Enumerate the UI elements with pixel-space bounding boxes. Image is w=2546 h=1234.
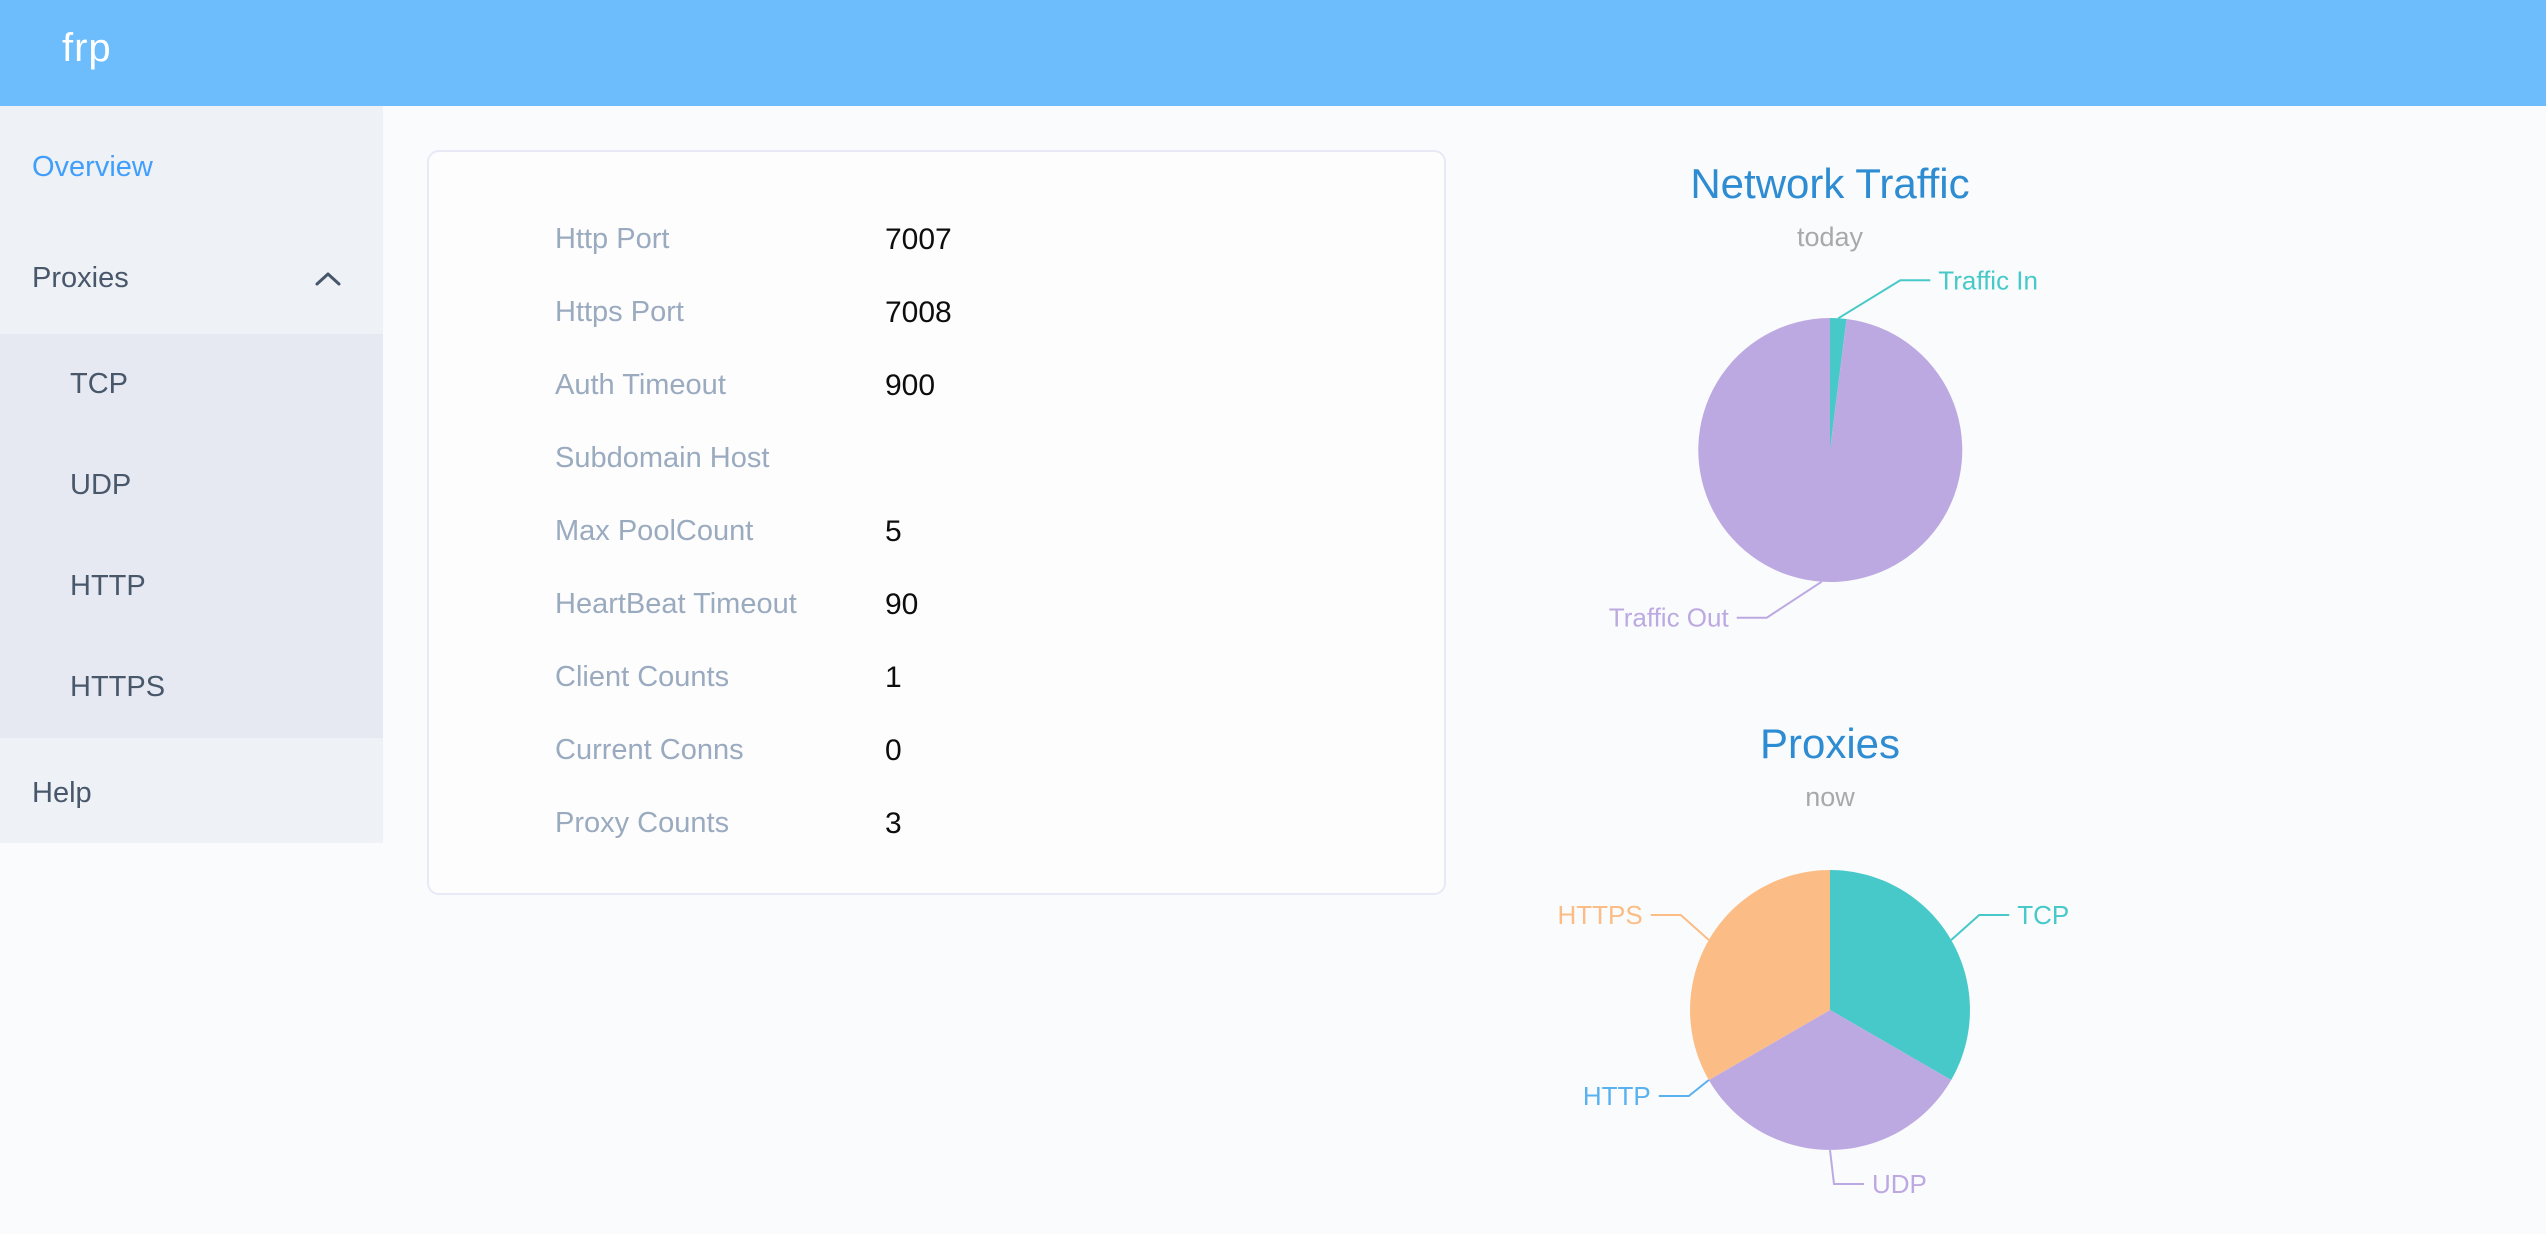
sidebar-item-label: Overview bbox=[32, 151, 153, 183]
sidebar-submenu-proxies: TCP UDP HTTP HTTPS bbox=[0, 334, 383, 738]
sidebar-item-label: Help bbox=[32, 777, 92, 809]
chevron-up-icon bbox=[315, 272, 341, 285]
info-row-value: 1 bbox=[885, 661, 902, 694]
info-row-auth-timeout: Auth Timeout 900 bbox=[429, 349, 1444, 422]
info-row-value: 900 bbox=[885, 369, 936, 402]
sidebar-item-proxies[interactable]: Proxies bbox=[0, 223, 383, 334]
pie-label-traffic-in: Traffic In bbox=[1938, 265, 2038, 295]
pie-slice-traffic-out[interactable] bbox=[1698, 318, 1963, 582]
info-row-label: Auth Timeout bbox=[555, 369, 726, 401]
chart-subtitle-network-traffic: today bbox=[1796, 222, 1864, 252]
pie-slice-udp[interactable] bbox=[1708, 1010, 1952, 1150]
sidebar-item-help[interactable]: Help bbox=[0, 738, 383, 843]
info-row-https-port: Https Port 7008 bbox=[429, 276, 1444, 349]
info-row-label: HeartBeat Timeout bbox=[555, 588, 797, 620]
info-row-http-port: Http Port 7007 bbox=[429, 203, 1444, 276]
info-row-value: 90 bbox=[885, 588, 919, 621]
info-row-max-poolcount: Max PoolCount 5 bbox=[429, 495, 1444, 568]
info-row-client-counts: Client Counts 1 bbox=[429, 641, 1444, 714]
info-row-subdomain-host: Subdomain Host bbox=[429, 422, 1444, 495]
pie-label-http: HTTP bbox=[1583, 1081, 1651, 1111]
info-row-label: Https Port bbox=[555, 296, 684, 328]
sidebar-subitem-label: UDP bbox=[70, 469, 132, 501]
pie-label-line-traffic-out bbox=[1736, 580, 1823, 619]
header-bar: frp bbox=[0, 0, 2546, 106]
sidebar-item-label: Proxies bbox=[32, 262, 129, 294]
info-row-value: 0 bbox=[885, 734, 902, 767]
pie-label-line-traffic-in bbox=[1837, 279, 1931, 320]
sidebar-subitem-label: TCP bbox=[70, 368, 128, 400]
pie-label-tcp: TCP bbox=[2017, 900, 2069, 930]
info-row-label: Proxy Counts bbox=[555, 807, 730, 839]
sidebar-subitem-label: HTTP bbox=[70, 570, 146, 602]
info-row-value: 5 bbox=[885, 515, 902, 548]
pie-label-line-udp bbox=[1829, 1149, 1864, 1185]
info-row-label: Current Conns bbox=[555, 734, 744, 766]
app-logo: frp bbox=[62, 26, 112, 70]
server-info-rows: Http Port 7007 Https Port 7008 Auth Timeout 9… bbox=[429, 203, 1444, 860]
info-row-label: Subdomain Host bbox=[555, 442, 770, 474]
sidebar-item-overview[interactable]: Overview bbox=[0, 112, 383, 223]
info-row-label: Max PoolCount bbox=[555, 515, 754, 547]
chart-subtitle-proxies: now bbox=[1805, 782, 1855, 812]
pie-label-https: HTTPS bbox=[1558, 900, 1643, 930]
info-row-proxy-counts: Proxy Counts 3 bbox=[429, 787, 1444, 860]
pie-slice-tcp[interactable] bbox=[1830, 870, 1970, 1080]
chart-title-proxies: Proxies bbox=[1759, 720, 1901, 767]
sidebar-subitem-https[interactable]: HTTPS bbox=[0, 637, 383, 738]
server-info-card: Http Port 7007 Https Port 7008 Auth Timeout 9… bbox=[427, 150, 1446, 895]
sidebar-subitem-http[interactable]: HTTP bbox=[0, 536, 383, 637]
pie-slice-https[interactable] bbox=[1690, 870, 1830, 1080]
pie-label-line-https bbox=[1650, 914, 1710, 941]
pie-label-udp: UDP bbox=[1872, 1169, 1927, 1199]
info-row-current-conns: Current Conns 0 bbox=[429, 714, 1444, 787]
info-row-value: 7007 bbox=[885, 223, 952, 256]
pie-label-traffic-out: Traffic Out bbox=[1609, 603, 1730, 633]
sidebar-subitem-label: HTTPS bbox=[70, 671, 166, 703]
sidebar-subitem-udp[interactable]: UDP bbox=[0, 435, 383, 536]
info-row-value: 3 bbox=[885, 807, 902, 840]
info-row-heartbeat-timeout: HeartBeat Timeout 90 bbox=[429, 568, 1444, 641]
pie-label-line-tcp bbox=[1950, 914, 2010, 941]
chart-title-network-traffic: Network Traffic bbox=[1690, 160, 1970, 207]
info-row-label: Http Port bbox=[555, 223, 670, 255]
sidebar-subitem-tcp[interactable]: TCP bbox=[0, 334, 383, 435]
info-row-label: Client Counts bbox=[555, 661, 730, 693]
info-row-value: 7008 bbox=[885, 296, 952, 329]
pie-slice-traffic-in[interactable] bbox=[1830, 317, 1847, 450]
sidebar: Overview Proxies TCP UDP HTTP HTTPS Help bbox=[0, 106, 383, 843]
pie-label-line-http bbox=[1658, 1079, 1710, 1097]
